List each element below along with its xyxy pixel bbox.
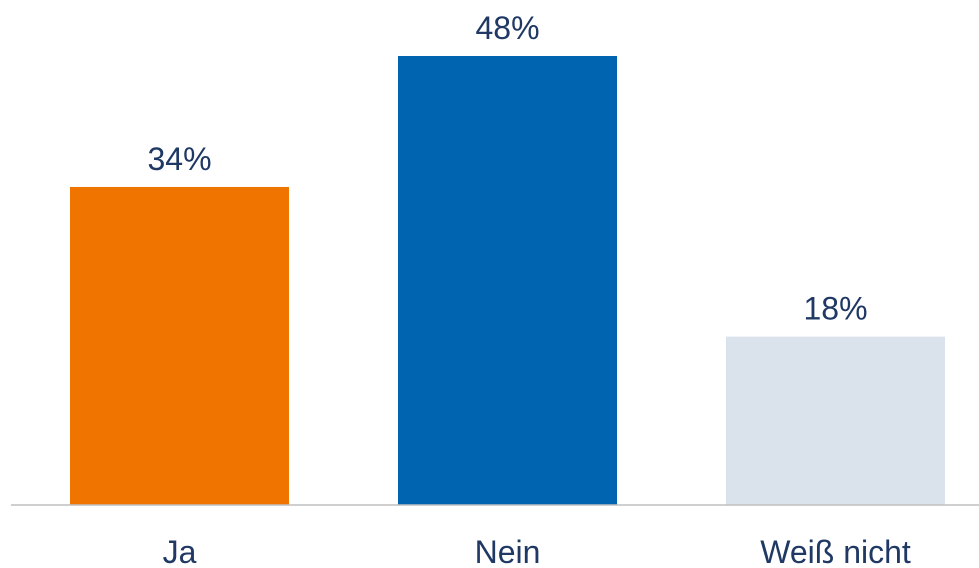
category-label-nein: Nein: [475, 534, 541, 568]
bars-group: [70, 56, 945, 506]
value-label-wei-nicht: 18%: [803, 291, 867, 327]
value-labels-group: 34% 48% 18%: [147, 10, 867, 327]
category-label-wei-nicht: Weiß nicht: [760, 534, 911, 568]
bar-wei-nicht: [726, 336, 945, 505]
bar-nein: [398, 56, 617, 505]
value-label-ja: 34%: [147, 141, 211, 177]
category-label-ja: Ja: [163, 534, 197, 568]
bar-ja: [70, 186, 289, 506]
category-labels-group: Ja Nein Weiß nicht: [163, 534, 911, 568]
value-label-nein: 48%: [475, 10, 539, 46]
